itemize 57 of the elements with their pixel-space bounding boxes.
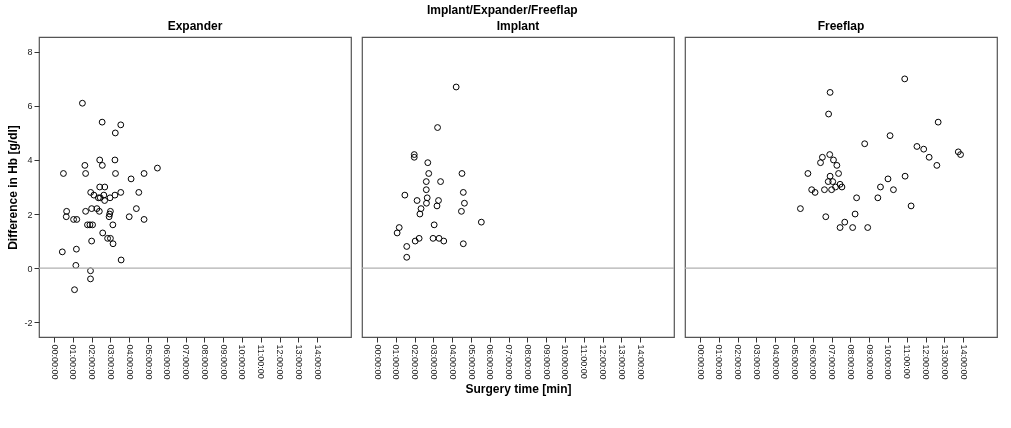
- x-tick-label: 08:00:00: [522, 344, 533, 380]
- x-tick-label: 07:00:00: [504, 344, 515, 380]
- x-tick-label: 03:00:00: [751, 344, 762, 380]
- x-tick-label: 00:00:00: [49, 344, 60, 380]
- x-axis-title: Surgery time [min]: [465, 381, 572, 396]
- x-tick-label: 08:00:00: [845, 344, 856, 380]
- x-tick-label: 14:00:00: [312, 344, 323, 380]
- chart-title: Expander: [167, 19, 223, 33]
- x-tick-label: 08:00:00: [199, 344, 210, 380]
- x-tick-label: 07:00:00: [181, 344, 192, 380]
- x-tick-label: 09:00:00: [864, 344, 875, 380]
- x-tick-label: 06:00:00: [162, 344, 173, 380]
- x-tick-label: 12:00:00: [598, 344, 609, 380]
- x-tick-label: 00:00:00: [695, 344, 706, 380]
- chart-title: Freeflap: [817, 19, 865, 33]
- x-tick-label: 02:00:00: [87, 344, 98, 380]
- x-tick-label: 07:00:00: [827, 344, 838, 380]
- x-tick-label: 03:00:00: [428, 344, 439, 380]
- x-tick-label: 02:00:00: [410, 344, 421, 380]
- x-tick-label: 14:00:00: [958, 344, 969, 380]
- y-tick-label: 0: [27, 263, 33, 274]
- x-tick-label: 05:00:00: [789, 344, 800, 380]
- x-tick-label: 11:00:00: [902, 344, 913, 379]
- x-tick-label: 04:00:00: [447, 344, 458, 380]
- text: Implant/Expander/Freeflap: [426, 3, 578, 18]
- x-tick-label: 01:00:00: [68, 344, 79, 380]
- x-tick-label: 12:00:00: [275, 344, 286, 380]
- x-tick-label: 11:00:00: [579, 344, 590, 379]
- x-tick-label: 12:00:00: [921, 344, 932, 380]
- x-tick-label: 06:00:00: [808, 344, 819, 380]
- y-axis-title: Difference in Hb [g/dl]: [6, 125, 21, 250]
- x-tick-label: 01:00:00: [391, 344, 402, 380]
- x-tick-label: 06:00:00: [485, 344, 496, 380]
- x-tick-label: 13:00:00: [616, 344, 627, 380]
- x-tick-label: 10:00:00: [560, 344, 571, 380]
- x-tick-label: 13:00:00: [293, 344, 304, 380]
- x-tick-label: 14:00:00: [635, 344, 646, 380]
- x-tick-label: 04:00:00: [770, 344, 781, 380]
- chart-title: Implant: [496, 19, 540, 33]
- x-tick-label: 13:00:00: [939, 344, 950, 380]
- x-tick-label: 05:00:00: [143, 344, 154, 380]
- x-tick-label: 01:00:00: [714, 344, 725, 380]
- y-tick-label: 2: [27, 209, 33, 220]
- x-tick-label: 02:00:00: [733, 344, 744, 380]
- x-tick-label: 05:00:00: [466, 344, 477, 380]
- x-tick-label: 03:00:00: [105, 344, 116, 380]
- y-tick-label: 4: [27, 155, 33, 166]
- y-tick-label: -2: [24, 317, 33, 328]
- y-tick-label: 6: [27, 101, 33, 112]
- x-tick-label: 09:00:00: [541, 344, 552, 380]
- x-tick-label: 04:00:00: [124, 344, 135, 380]
- x-tick-label: 09:00:00: [218, 344, 229, 380]
- x-tick-label: 00:00:00: [372, 344, 383, 380]
- x-tick-label: 10:00:00: [883, 344, 894, 380]
- y-tick-label: 8: [27, 47, 33, 58]
- x-tick-label: 11:00:00: [256, 344, 267, 379]
- x-tick-label: 10:00:00: [237, 344, 248, 380]
